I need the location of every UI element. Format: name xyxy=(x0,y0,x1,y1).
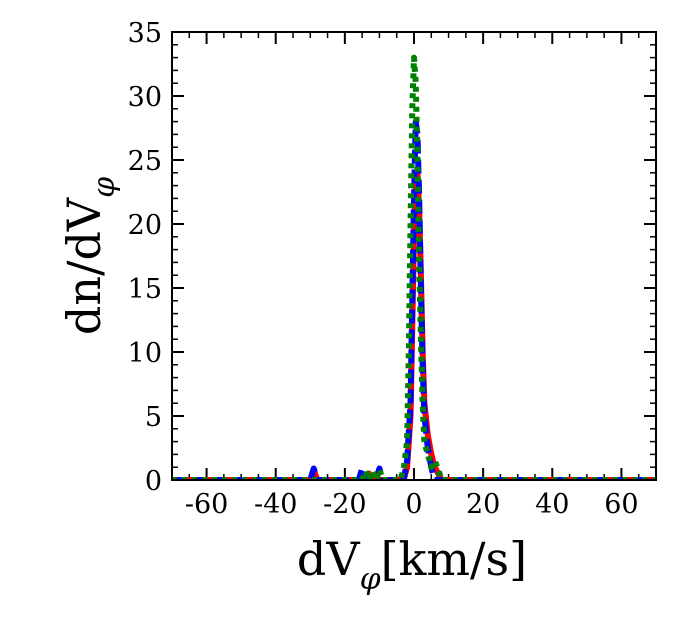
plot-area xyxy=(172,54,656,480)
x-tick-label: -20 xyxy=(323,489,366,520)
x-tick-label: 0 xyxy=(405,489,422,520)
y-tick-labels: 0 5 10 15 20 25 30 35 xyxy=(128,18,162,497)
y-tick-label: 10 xyxy=(128,338,162,369)
x-tick-label: -60 xyxy=(185,489,228,520)
series-blue-dashed xyxy=(172,118,656,480)
y-tick-label: 0 xyxy=(145,466,162,497)
x-tick-label: 20 xyxy=(466,489,500,520)
plot-frame xyxy=(171,31,657,481)
y-tick-label: 30 xyxy=(128,82,162,113)
y-axis-title: dn/dVφ xyxy=(57,177,122,335)
x-axis-title: dVφ[km/s] xyxy=(297,532,527,597)
x-tick-label: 40 xyxy=(535,489,569,520)
series-green-dotted xyxy=(172,54,656,480)
y-tick-label: 35 xyxy=(128,18,162,49)
y-tick-label: 5 xyxy=(145,402,162,433)
x-tick-label: -40 xyxy=(254,489,297,520)
x-tick-label: 60 xyxy=(604,489,638,520)
x-tick-labels: -60 -40 -20 0 20 40 60 xyxy=(185,489,639,520)
y-tick-label: 25 xyxy=(128,146,162,177)
y-tick-label: 20 xyxy=(128,210,162,241)
y-tick-label: 15 xyxy=(128,274,162,305)
